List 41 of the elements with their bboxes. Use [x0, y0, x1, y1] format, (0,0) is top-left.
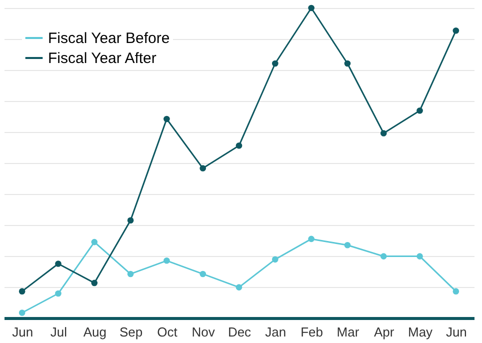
- x-tick-label: Aug: [83, 324, 106, 340]
- x-tick-label: Jun: [12, 324, 34, 340]
- legend-label: Fiscal Year After: [48, 50, 156, 67]
- point: [164, 116, 170, 122]
- x-tick-label: Sep: [119, 324, 143, 340]
- point: [272, 60, 278, 67]
- point: [344, 242, 351, 248]
- point: [344, 60, 351, 67]
- point: [18, 310, 26, 316]
- x-tick-label: Apr: [374, 324, 395, 340]
- x-tick-label: May: [408, 324, 434, 340]
- point: [416, 107, 423, 114]
- point: [127, 270, 134, 278]
- point: [55, 260, 62, 267]
- point: [127, 217, 134, 224]
- x-tick-label: Nov: [192, 324, 216, 340]
- x-tick-label: Dec: [228, 324, 252, 340]
- x-tick-label: Jun: [446, 324, 467, 340]
- point: [164, 257, 170, 264]
- x-tick-label: Feb: [300, 324, 324, 340]
- x-tick-label: Mar: [336, 324, 360, 340]
- x-tick-label: Jul: [50, 324, 68, 340]
- x-tick-label: Oct: [157, 324, 178, 340]
- point: [91, 280, 98, 286]
- point: [18, 288, 26, 294]
- point: [308, 4, 314, 12]
- x-tick-label: Jan: [265, 324, 286, 340]
- point: [55, 290, 62, 297]
- point: [200, 270, 206, 278]
- point: [91, 238, 98, 246]
- legend-label: Fiscal Year Before: [48, 30, 170, 47]
- point: [236, 284, 242, 290]
- point: [200, 165, 206, 172]
- point: [416, 253, 423, 260]
- point: [272, 256, 278, 263]
- point: [380, 130, 387, 136]
- point: [236, 142, 242, 149]
- point: [452, 27, 460, 34]
- point: [452, 288, 460, 294]
- point: [380, 253, 387, 260]
- point: [308, 236, 314, 242]
